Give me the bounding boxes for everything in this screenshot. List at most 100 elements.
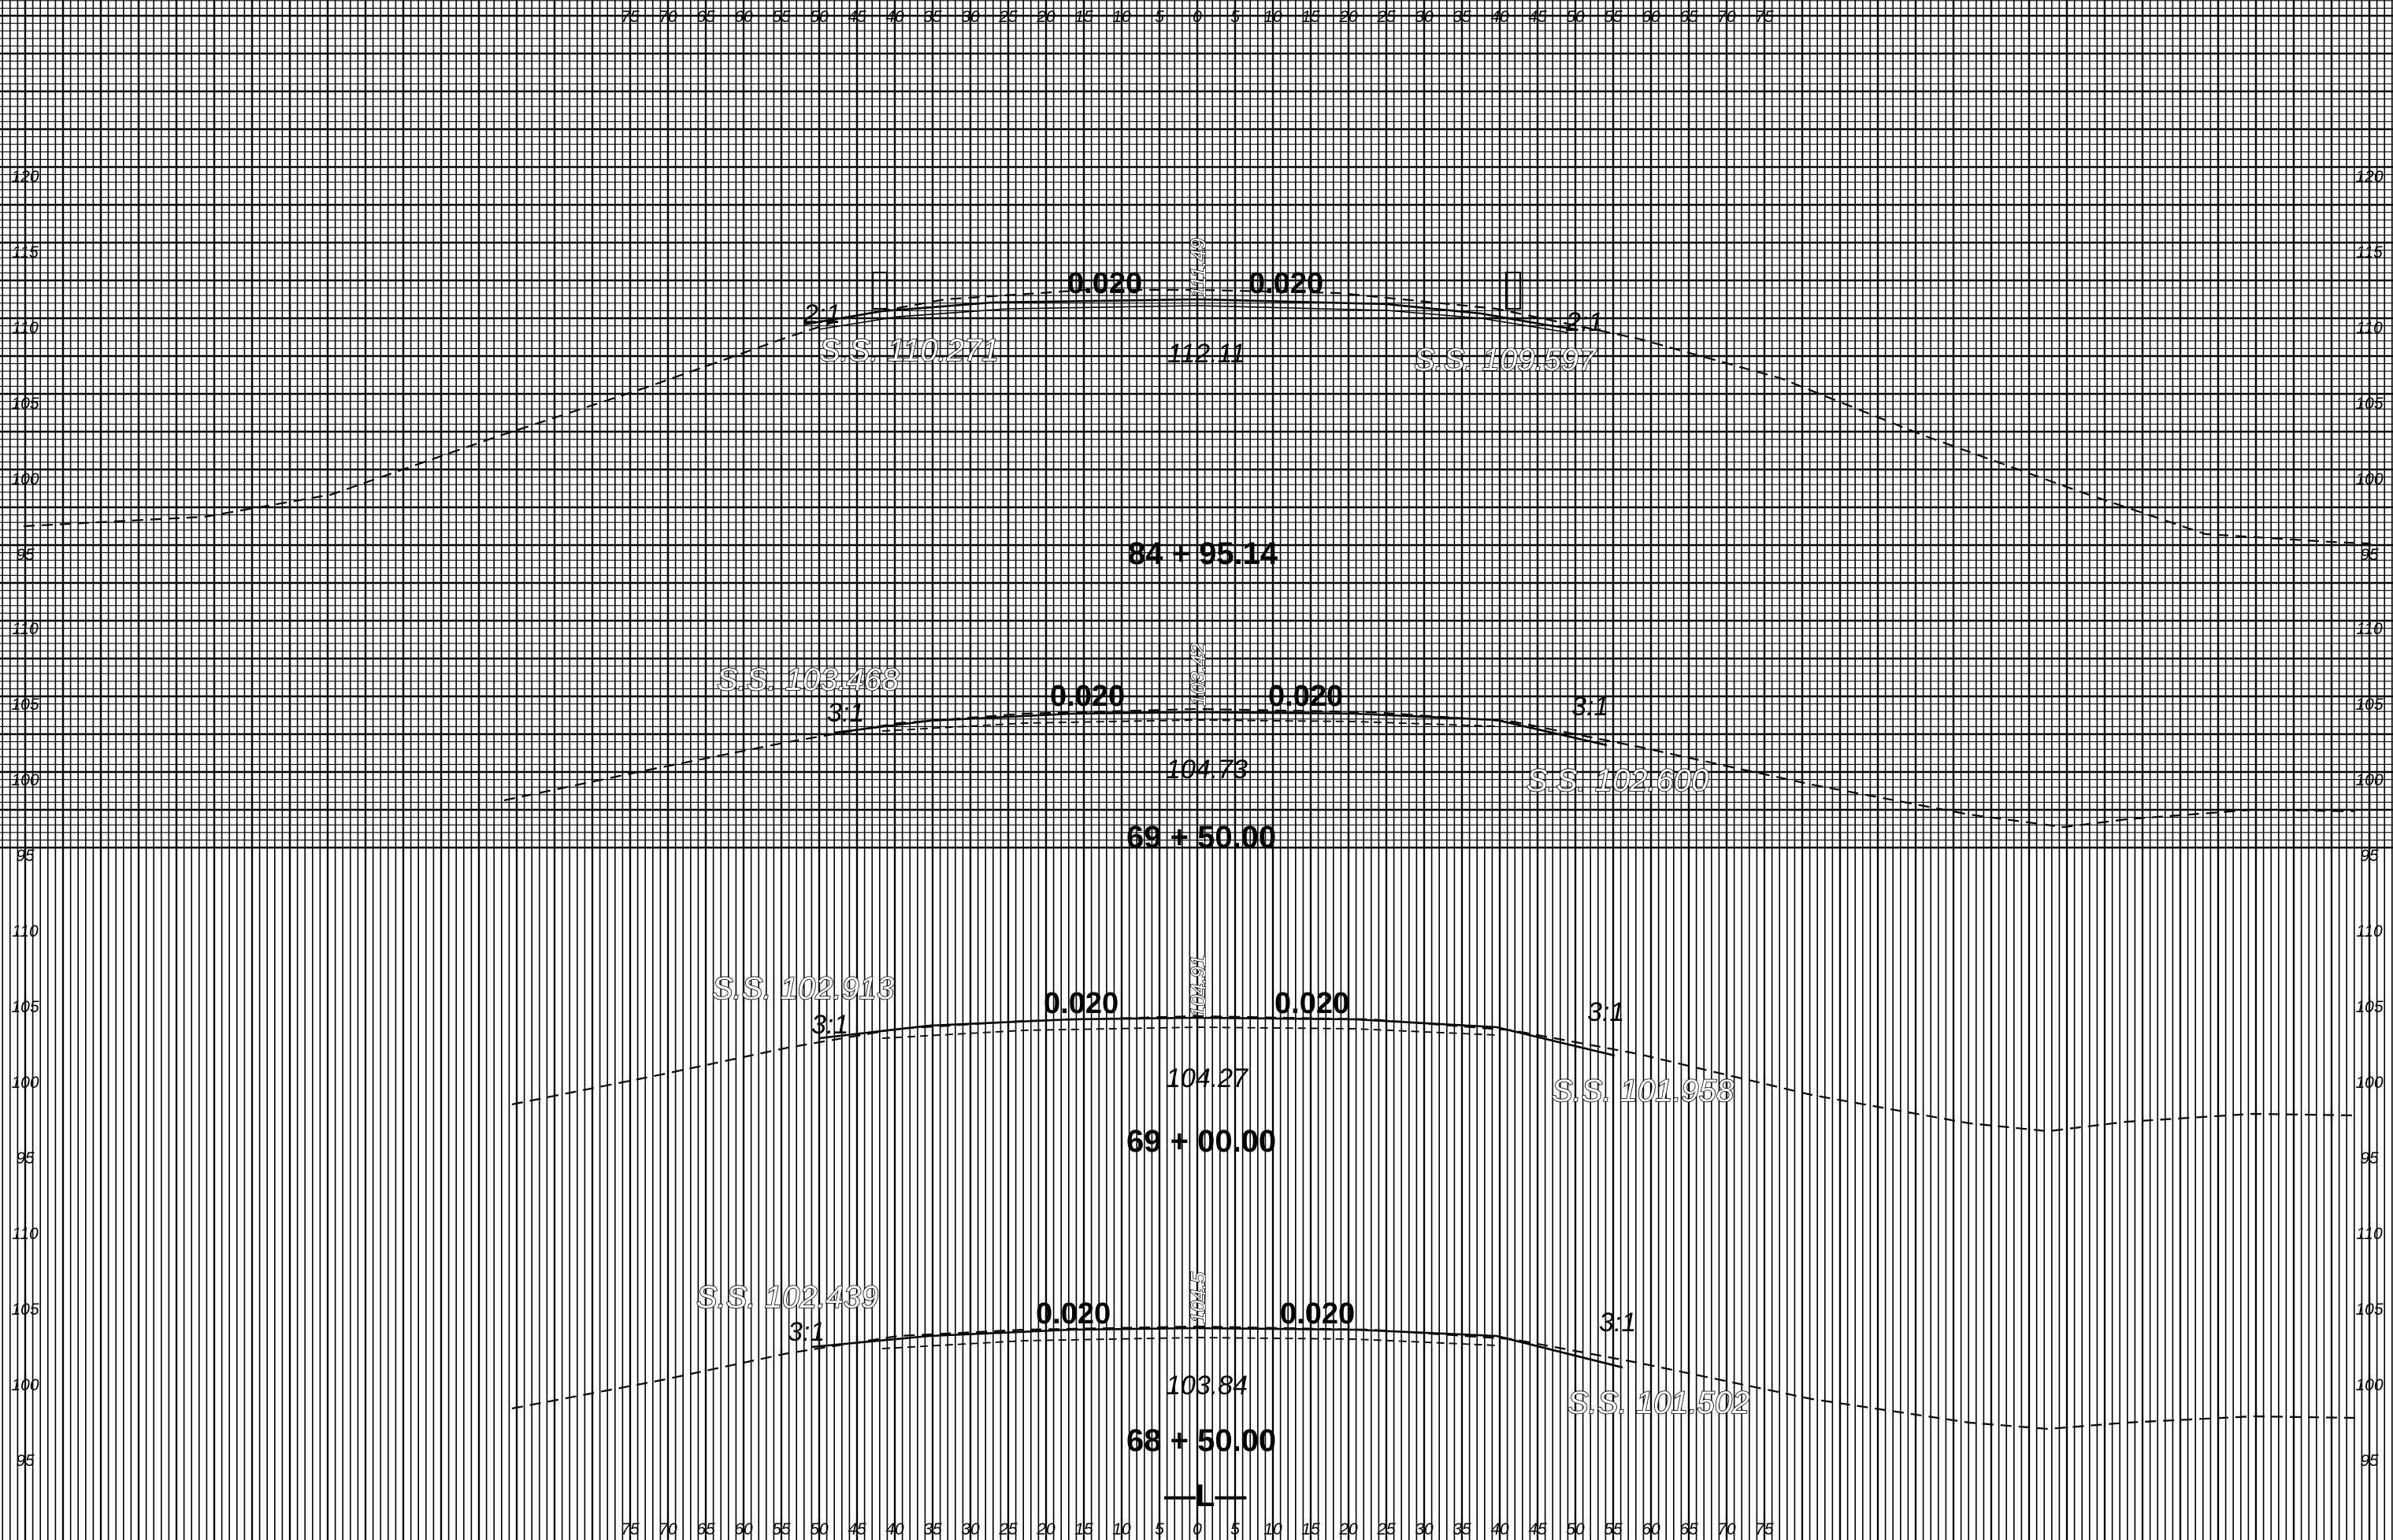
station-label: 68 + 50.00 bbox=[1126, 1423, 1276, 1458]
station-label: 69 + 50.00 bbox=[1126, 820, 1276, 855]
right-curb-marker bbox=[1504, 271, 1522, 310]
x-tick-label: 50 bbox=[810, 1520, 829, 1538]
x-tick-label: 5 bbox=[1155, 8, 1164, 26]
elevation-ticks-left: 110 105 100 95 bbox=[11, 620, 39, 865]
right-cross-slope: 0.020 bbox=[1248, 267, 1323, 300]
subgrade-line bbox=[818, 305, 1568, 333]
x-tick-label: 60 bbox=[734, 1520, 753, 1538]
finished-grade-line bbox=[834, 711, 1608, 747]
elevation-ticks-right: 110 105 100 95 bbox=[2355, 922, 2383, 1167]
elevation-tick-label: 110 bbox=[12, 922, 39, 941]
left-curb-marker bbox=[871, 271, 889, 310]
x-tick-label: 50 bbox=[1566, 8, 1585, 26]
left-slope-ratio: 3:1 bbox=[788, 1317, 825, 1347]
x-tick-label: 75 bbox=[621, 8, 640, 26]
station-label: 69 + 00.00 bbox=[1126, 1124, 1276, 1159]
x-tick-label: 65 bbox=[1679, 8, 1698, 26]
x-tick-label: 70 bbox=[1717, 1520, 1736, 1538]
x-tick-label: 25 bbox=[998, 8, 1018, 26]
x-tick-label: 5 bbox=[1230, 8, 1240, 26]
x-tick-label: 35 bbox=[923, 8, 942, 26]
elevation-tick-label: 95 bbox=[2360, 847, 2379, 865]
elevation-tick-label: 100 bbox=[11, 1074, 39, 1092]
elevation-tick-label: 105 bbox=[11, 696, 39, 714]
x-tick-label: 45 bbox=[848, 1520, 866, 1538]
x-tick-label: 40 bbox=[1490, 1520, 1509, 1538]
x-tick-label: 70 bbox=[659, 1520, 677, 1538]
existing-ground-line bbox=[503, 707, 2356, 829]
elevation-tick-label: 105 bbox=[2355, 395, 2383, 413]
elevation-tick-label: 100 bbox=[2355, 1376, 2383, 1394]
left-cross-slope: 0.020 bbox=[1067, 267, 1142, 300]
x-tick-label: 40 bbox=[885, 8, 904, 26]
subgrade-line bbox=[881, 719, 1497, 732]
elevation-tick-label: 110 bbox=[2356, 319, 2383, 337]
finish-grade-elevation: 104.73 bbox=[1166, 755, 1248, 785]
elevation-tick-label: 95 bbox=[16, 1452, 35, 1470]
x-tick-label: 50 bbox=[810, 8, 829, 26]
elevation-tick-label: 110 bbox=[12, 319, 39, 337]
subgrade-line bbox=[881, 1026, 1497, 1039]
x-tick-label: 30 bbox=[961, 1520, 980, 1538]
x-tick-label: 30 bbox=[1415, 8, 1434, 26]
elevation-ticks-right: 120 115 110 105 100 95 bbox=[2355, 168, 2383, 564]
x-tick-label: 65 bbox=[1679, 1520, 1698, 1538]
left-slope-ratio: 3:1 bbox=[827, 698, 864, 728]
elevation-tick-label: 100 bbox=[2355, 771, 2383, 789]
x-tick-label: 45 bbox=[1528, 1520, 1547, 1538]
existing-ground-line bbox=[511, 1325, 2356, 1431]
x-tick-label: 70 bbox=[659, 8, 677, 26]
right-cross-slope: 0.020 bbox=[1274, 987, 1349, 1020]
x-tick-label: 75 bbox=[1755, 8, 1774, 26]
x-tick-label: 75 bbox=[621, 1520, 640, 1538]
cross-section-69-00: 110 105 100 95 110 105 100 95 3:1 3:1 0.020 0.… bbox=[11, 922, 2383, 1167]
x-tick-label: 40 bbox=[1490, 8, 1509, 26]
x-tick-label: 25 bbox=[1376, 8, 1396, 26]
elevation-tick-label: 120 bbox=[11, 168, 39, 186]
x-tick-label: 55 bbox=[772, 8, 791, 26]
x-tick-label: 0 bbox=[1193, 1520, 1202, 1538]
x-axis-ticks-top: 75 70 65 60 55 50 45 40 35 30 25 20 15 10 5 0 5 10 15 20 25 3… bbox=[621, 8, 1774, 26]
x-tick-label: 15 bbox=[1301, 1520, 1320, 1538]
existing-ground-line bbox=[511, 1015, 2356, 1133]
finished-grade-line bbox=[818, 1016, 1616, 1057]
elevation-tick-label: 110 bbox=[2356, 1225, 2383, 1243]
centerline-elevation: 104.5 bbox=[1186, 1271, 1210, 1323]
elevation-tick-label: 95 bbox=[16, 546, 35, 564]
x-tick-label: 10 bbox=[1263, 8, 1282, 26]
left-cross-slope: 0.020 bbox=[1044, 987, 1119, 1020]
x-tick-label: 15 bbox=[1074, 1520, 1093, 1538]
left-slope-ratio: 2:1 bbox=[803, 299, 840, 329]
elevation-tick-label: 95 bbox=[2360, 1452, 2379, 1470]
station-label: 84 + 95.14 bbox=[1128, 536, 1278, 571]
right-slope-ratio: 3:1 bbox=[1599, 1308, 1636, 1338]
left-cross-slope: 0.020 bbox=[1050, 680, 1125, 713]
right-slope-ratio: 3:1 bbox=[1571, 692, 1608, 722]
x-axis-ticks-bottom: 75 70 65 60 55 50 45 40 35 30 25 20 15 10 5 0 5 10 15 20 25 3… bbox=[621, 1520, 1774, 1538]
x-tick-label: 60 bbox=[1642, 1520, 1660, 1538]
x-tick-label: 15 bbox=[1074, 8, 1093, 26]
x-tick-label: 50 bbox=[1566, 1520, 1585, 1538]
right-slope-ratio: 3:1 bbox=[1587, 997, 1624, 1027]
x-tick-label: 20 bbox=[1036, 1520, 1056, 1538]
x-tick-label: 10 bbox=[1263, 1520, 1282, 1538]
x-tick-label: 30 bbox=[1415, 1520, 1434, 1538]
cross-section-68-50: 110 105 100 95 110 105 100 95 3:1 3:1 0.020 0.… bbox=[11, 1225, 2383, 1470]
centerline-elevation: 103.42 bbox=[1186, 643, 1210, 706]
x-tick-label: 70 bbox=[1717, 8, 1736, 26]
x-tick-label: 65 bbox=[696, 8, 715, 26]
cross-section-69-50: 110 105 100 95 110 105 100 95 3:1 3:1 0.020 0.… bbox=[11, 620, 2383, 865]
x-tick-label: 15 bbox=[1301, 8, 1320, 26]
elevation-tick-label: 115 bbox=[2356, 243, 2383, 262]
x-tick-label: 65 bbox=[696, 1520, 715, 1538]
x-tick-label: 60 bbox=[1642, 8, 1660, 26]
elevation-tick-label: 105 bbox=[11, 1301, 39, 1319]
elevation-ticks-left: 120 115 110 105 100 95 bbox=[11, 168, 39, 564]
right-slope-stake: S.S. 101.502 bbox=[1568, 1386, 1749, 1420]
elevation-tick-label: 95 bbox=[16, 847, 35, 865]
finish-grade-elevation: 103.84 bbox=[1166, 1371, 1248, 1401]
elevation-tick-label: 105 bbox=[2355, 998, 2383, 1016]
x-tick-label: 45 bbox=[848, 8, 866, 26]
